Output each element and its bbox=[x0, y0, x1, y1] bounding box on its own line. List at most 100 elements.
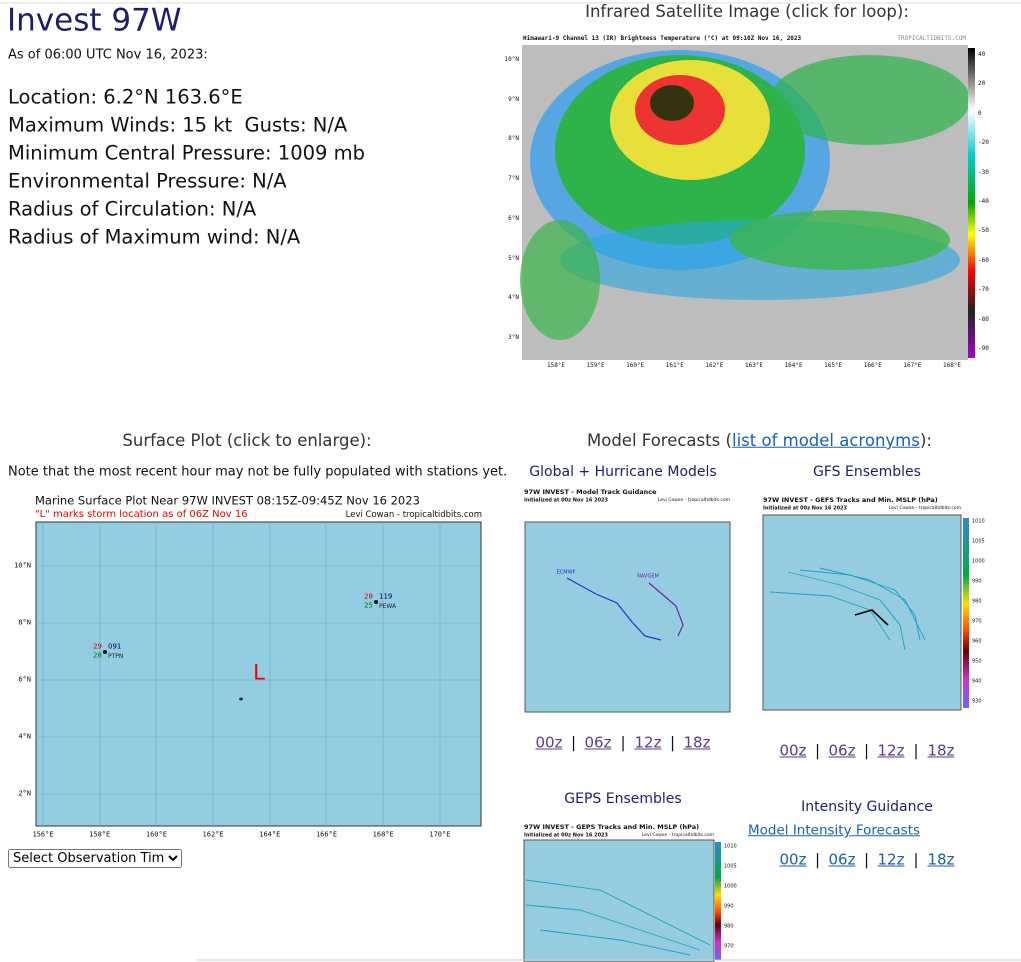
lat-label: 2°N bbox=[18, 789, 31, 798]
image-subtitle: "L" marks storm location as of 06Z Nov 1… bbox=[35, 509, 248, 520]
model-label: ECMWF bbox=[556, 569, 576, 576]
lon-label: 161°E bbox=[665, 362, 684, 369]
colorbar-label: 980 bbox=[972, 598, 982, 605]
image-title: 97W INVEST - GEPS Tracks and Min. MSLP (… bbox=[524, 822, 700, 831]
colorbar-label: 0 bbox=[978, 109, 982, 117]
info-line: Environmental Pressure: N/A bbox=[8, 169, 287, 193]
image-credit: Levi Cowan - tropicaltidbits.com bbox=[345, 509, 482, 520]
note: Note that the most recent hour may not b… bbox=[8, 464, 508, 480]
gfs-ensemble-image[interactable] bbox=[758, 492, 970, 714]
station-dew: 28 bbox=[93, 651, 102, 660]
time-link[interactable]: 18z bbox=[683, 733, 711, 752]
colorbar-label: -50 bbox=[978, 227, 989, 235]
geps-ensemble-image[interactable] bbox=[520, 820, 732, 962]
separator: | bbox=[669, 733, 676, 752]
colorbar-label: 1010 bbox=[972, 518, 985, 525]
acronyms-link[interactable]: list of model acronyms bbox=[732, 430, 920, 450]
colorbar-label: 1010 bbox=[724, 843, 737, 850]
lat-label: 4°N bbox=[18, 732, 31, 741]
time-link[interactable]: 06z bbox=[828, 741, 856, 760]
lon-label: 163°E bbox=[744, 362, 764, 369]
time-link[interactable]: 00z bbox=[779, 850, 807, 869]
station-temp: 29 bbox=[93, 642, 102, 651]
lon-label: 162°E bbox=[705, 362, 724, 369]
global-model-image[interactable] bbox=[520, 484, 732, 714]
colorbar-label: 990 bbox=[972, 578, 982, 585]
lat-label: 5°N bbox=[508, 254, 519, 262]
colorbar-label: -20 bbox=[978, 139, 989, 147]
lon-label: 168°E bbox=[372, 830, 394, 839]
time-link[interactable]: 18z bbox=[927, 850, 955, 869]
lat-label: 8°N bbox=[508, 135, 519, 143]
station-temp: 28 bbox=[364, 592, 373, 601]
lon-label: 160°E bbox=[145, 830, 167, 839]
info-line: Maximum Winds: 15 kt Gusts: N/A bbox=[8, 113, 348, 137]
image-credit: Levi Cowan - tropicaltidbits.com bbox=[657, 497, 730, 503]
lon-label: 168°E bbox=[942, 362, 962, 369]
colorbar-label: 970 bbox=[972, 618, 982, 625]
subsection-title: GEPS Ensembles bbox=[564, 791, 682, 807]
page-title: Invest 97W bbox=[7, 2, 182, 39]
colorbar-label: -30 bbox=[978, 168, 989, 176]
separator: | bbox=[814, 741, 821, 760]
info-line: Minimum Central Pressure: 1009 mb bbox=[8, 141, 365, 165]
intensity-link[interactable]: Model Intensity Forecasts bbox=[748, 822, 921, 839]
lat-label: 9°N bbox=[508, 95, 519, 103]
lon-label: 162°E bbox=[202, 830, 224, 839]
time-link[interactable]: 00z bbox=[779, 741, 807, 760]
lon-label: 170°E bbox=[429, 830, 451, 839]
colorbar-label: 1000 bbox=[724, 883, 737, 890]
subsection-title: GFS Ensembles bbox=[813, 464, 921, 480]
time-link[interactable]: 12z bbox=[877, 850, 905, 869]
time-link[interactable]: 18z bbox=[927, 741, 955, 760]
lon-label: 160°E bbox=[626, 362, 645, 369]
lat-label: 3°N bbox=[508, 333, 519, 341]
colorbar-label: 1000 bbox=[972, 558, 985, 565]
lon-label: 156°E bbox=[32, 830, 54, 839]
lon-label: 158°E bbox=[89, 830, 111, 839]
lat-label: 6°N bbox=[18, 675, 31, 684]
colorbar-label: -70 bbox=[978, 286, 989, 294]
lon-label: 166°E bbox=[863, 362, 882, 369]
station-dew: 25 bbox=[364, 601, 373, 610]
image-title: Himawari-9 Channel 13 (IR) Brightness Te… bbox=[523, 35, 802, 42]
image-title: 97W INVEST - Model Track Guidance bbox=[524, 487, 657, 496]
colorbar-label: -90 bbox=[978, 345, 989, 352]
lon-label: 165°E bbox=[824, 362, 843, 369]
satellite-image[interactable] bbox=[497, 30, 987, 372]
colorbar-label: 1005 bbox=[972, 538, 985, 545]
surface-plot-image[interactable] bbox=[30, 492, 487, 840]
lat-label: 10°N bbox=[504, 56, 519, 63]
separator: | bbox=[814, 850, 821, 869]
info-line: Radius of Circulation: N/A bbox=[8, 197, 257, 221]
section-heading: Model Forecasts ( bbox=[587, 430, 732, 450]
image-credit: TROPICALTIDBITS.COM bbox=[897, 35, 966, 42]
image-title: 97W INVEST - GEFS Tracks and Min. MSLP (… bbox=[763, 495, 938, 504]
time-link[interactable]: 00z bbox=[535, 733, 563, 752]
lon-label: 167°E bbox=[903, 362, 922, 369]
time-link[interactable]: 12z bbox=[877, 741, 905, 760]
section-heading: ): bbox=[920, 430, 932, 450]
image-init: Initialized at 00z Nov 16 2023 bbox=[524, 832, 609, 839]
time-link[interactable]: 06z bbox=[584, 733, 612, 752]
separator: | bbox=[620, 733, 626, 752]
lon-label: 166°E bbox=[315, 830, 338, 839]
colorbar-label: 960 bbox=[972, 638, 982, 645]
image-init: Initialized at 00z Nov 16 2023 bbox=[524, 497, 609, 504]
as-of: As of 06:00 UTC Nov 16, 2023: bbox=[8, 47, 208, 63]
colorbar-label: 970 bbox=[724, 943, 734, 950]
lon-label: 158°E bbox=[546, 362, 566, 369]
colorbar-label: -40 bbox=[978, 198, 989, 205]
colorbar-label: 940 bbox=[972, 678, 982, 685]
info-line: Location: 6.2°N 163.6°E bbox=[8, 85, 243, 109]
colorbar-label: -60 bbox=[978, 256, 989, 264]
station-pressure: 091 bbox=[108, 642, 122, 651]
time-link[interactable]: 12z bbox=[634, 733, 662, 752]
time-link[interactable]: 06z bbox=[828, 850, 856, 869]
observation-time-select[interactable]: Select Observation Time... bbox=[8, 849, 182, 868]
colorbar-label: 980 bbox=[724, 923, 734, 930]
lon-label: 164°E bbox=[259, 830, 281, 839]
info-line: Radius of Maximum wind: N/A bbox=[8, 225, 301, 249]
